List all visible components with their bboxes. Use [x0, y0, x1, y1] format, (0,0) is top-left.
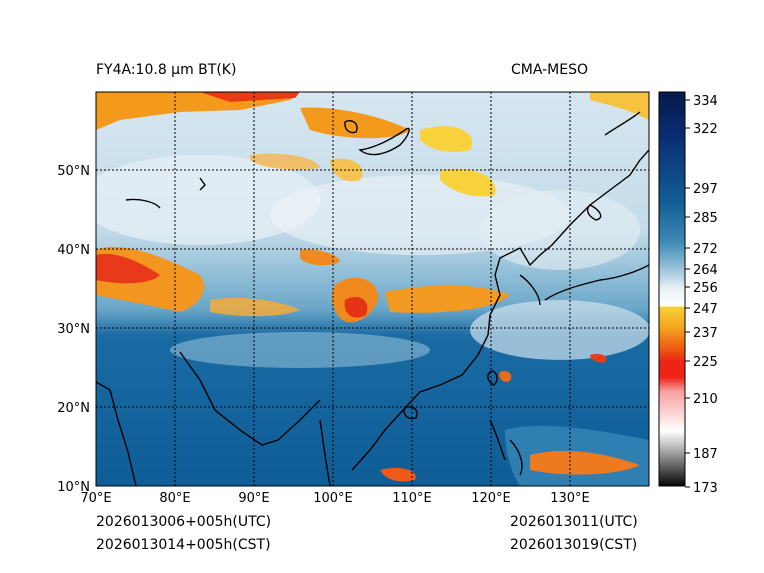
- init-time-utc: 2026013006+005h(UTC): [96, 514, 272, 530]
- init-time-cst: 2026013014+005h(CST): [96, 537, 271, 553]
- lat-label-20: 20°N: [57, 401, 90, 416]
- colorbar-tick-label: 272: [693, 242, 718, 257]
- valid-time-cst: 2026013019(CST): [510, 537, 638, 553]
- colorbar-tick-label: 334: [693, 94, 718, 109]
- colorbar-tick-label: 210: [693, 392, 718, 407]
- colorbar-tick-label: 247: [693, 302, 718, 317]
- lon-label-100: 100°E: [313, 491, 353, 506]
- lon-label-130: 130°E: [550, 491, 590, 506]
- lat-label-10: 10°N: [57, 480, 90, 495]
- colorbar-tick-label: 237: [693, 326, 718, 341]
- colorbar-tick-label: 187: [693, 447, 718, 462]
- latitude-labels: 10°N 20°N 30°N 40°N 50°N: [57, 164, 90, 495]
- colorbar-ticks: 334 322 297 285 272 264 256 247 237 225 210 187 173: [685, 94, 718, 496]
- lon-label-80: 80°E: [159, 491, 190, 506]
- lat-label-50: 50°N: [57, 164, 90, 179]
- colorbar-tick-label: 264: [693, 263, 718, 278]
- lat-label-30: 30°N: [57, 322, 90, 337]
- brightness-temperature-field: [96, 92, 649, 486]
- longitude-labels: 70°E 80°E 90°E 100°E 110°E 120°E 130°E: [80, 491, 589, 506]
- colorbar: [658, 91, 686, 487]
- lon-label-70: 70°E: [80, 491, 111, 506]
- colorbar-tick-label: 297: [693, 182, 718, 197]
- graticule: [96, 92, 649, 486]
- coastlines: [96, 111, 649, 486]
- lat-label-40: 40°N: [57, 243, 90, 258]
- map-title: FY4A:10.8 μm BT(K): [96, 62, 237, 78]
- colorbar-tick-label: 322: [693, 122, 718, 137]
- lon-label-120: 120°E: [471, 491, 511, 506]
- colorbar-tick-label: 225: [693, 355, 718, 370]
- valid-time-utc: 2026013011(UTC): [510, 514, 638, 530]
- map-frame: [95, 91, 650, 487]
- model-name: CMA-MESO: [511, 62, 589, 78]
- colorbar-tick-label: 173: [693, 481, 718, 496]
- colorbar-tick-label: 285: [693, 211, 718, 226]
- colorbar-tick-label: 256: [693, 281, 718, 296]
- lon-label-110: 110°E: [392, 491, 432, 506]
- lon-label-90: 90°E: [238, 491, 269, 506]
